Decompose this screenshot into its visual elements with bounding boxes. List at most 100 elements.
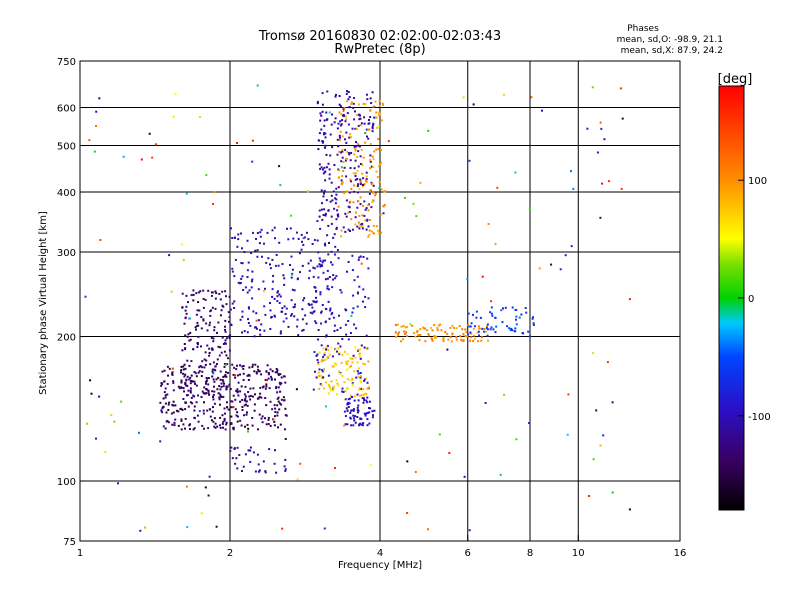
data-point <box>367 203 370 206</box>
data-point <box>350 152 353 154</box>
data-point <box>396 323 399 326</box>
data-point <box>290 255 293 258</box>
data-point <box>316 359 319 361</box>
data-point <box>359 379 362 382</box>
data-point <box>236 411 239 414</box>
data-point <box>372 158 375 161</box>
data-point <box>342 113 345 116</box>
data-point <box>232 394 235 397</box>
data-point <box>171 372 174 375</box>
data-point <box>168 254 171 257</box>
data-point <box>256 397 259 400</box>
data-point <box>98 395 101 398</box>
data-point <box>296 318 299 321</box>
data-point <box>231 400 234 403</box>
data-point <box>276 371 278 374</box>
data-point <box>212 202 215 205</box>
data-point <box>351 311 354 314</box>
data-point <box>95 437 97 440</box>
data-point <box>319 291 322 294</box>
data-point <box>323 353 326 356</box>
data-point <box>338 139 341 142</box>
data-point <box>449 327 452 329</box>
data-point <box>353 399 356 402</box>
data-point <box>361 185 364 188</box>
data-point <box>227 408 230 411</box>
data-point <box>197 335 200 338</box>
data-point <box>250 286 253 289</box>
data-point <box>309 259 312 262</box>
data-point <box>321 110 324 113</box>
data-point <box>239 282 241 285</box>
data-point <box>347 401 350 404</box>
data-point <box>234 398 237 401</box>
data-point <box>350 180 352 183</box>
data-point <box>525 311 528 314</box>
data-point <box>234 462 237 465</box>
data-point <box>371 130 374 133</box>
data-point <box>515 318 517 321</box>
data-point <box>465 331 468 334</box>
data-point <box>357 372 360 375</box>
data-point <box>349 357 352 360</box>
data-point <box>257 463 260 466</box>
data-point <box>359 224 362 227</box>
data-point <box>280 310 283 313</box>
data-point <box>345 141 348 144</box>
data-point <box>171 373 174 376</box>
data-point <box>339 120 342 123</box>
data-point <box>371 200 374 203</box>
data-point <box>335 228 338 230</box>
data-point <box>433 324 436 326</box>
data-point <box>489 328 492 331</box>
data-point <box>307 190 309 193</box>
data-point <box>159 440 162 443</box>
data-point <box>189 387 192 390</box>
data-point <box>276 391 279 394</box>
data-point <box>402 338 404 341</box>
data-point <box>307 262 310 265</box>
data-point <box>333 207 336 210</box>
data-point <box>342 161 345 164</box>
data-point <box>242 289 245 291</box>
data-point <box>219 388 222 391</box>
data-point <box>258 470 260 473</box>
data-point <box>319 167 322 170</box>
data-point <box>326 234 329 237</box>
data-point <box>342 110 345 112</box>
data-point <box>166 365 169 368</box>
data-point <box>192 289 195 292</box>
data-point <box>195 328 197 331</box>
data-point <box>381 119 384 122</box>
data-point <box>334 245 337 248</box>
data-point <box>207 289 210 292</box>
data-point <box>375 148 378 151</box>
data-point <box>373 232 375 235</box>
data-point <box>404 196 406 199</box>
data-point <box>487 339 489 342</box>
data-point <box>98 97 101 100</box>
data-point <box>162 425 165 428</box>
data-point <box>224 330 227 333</box>
data-point <box>354 211 357 214</box>
data-point <box>427 528 429 531</box>
data-point <box>524 307 527 309</box>
data-point <box>477 330 480 333</box>
data-point <box>316 353 319 356</box>
data-point <box>189 391 192 394</box>
data-point <box>356 370 359 373</box>
data-point <box>515 315 518 318</box>
data-point <box>352 424 355 427</box>
data-point <box>353 419 356 422</box>
data-point <box>365 180 368 183</box>
data-point <box>214 297 217 300</box>
data-point <box>318 215 321 218</box>
data-point <box>300 233 303 236</box>
data-point <box>209 314 212 317</box>
data-point <box>268 448 271 451</box>
data-point <box>335 275 338 278</box>
data-point <box>486 334 489 337</box>
data-point <box>208 324 211 327</box>
data-point <box>328 276 331 278</box>
